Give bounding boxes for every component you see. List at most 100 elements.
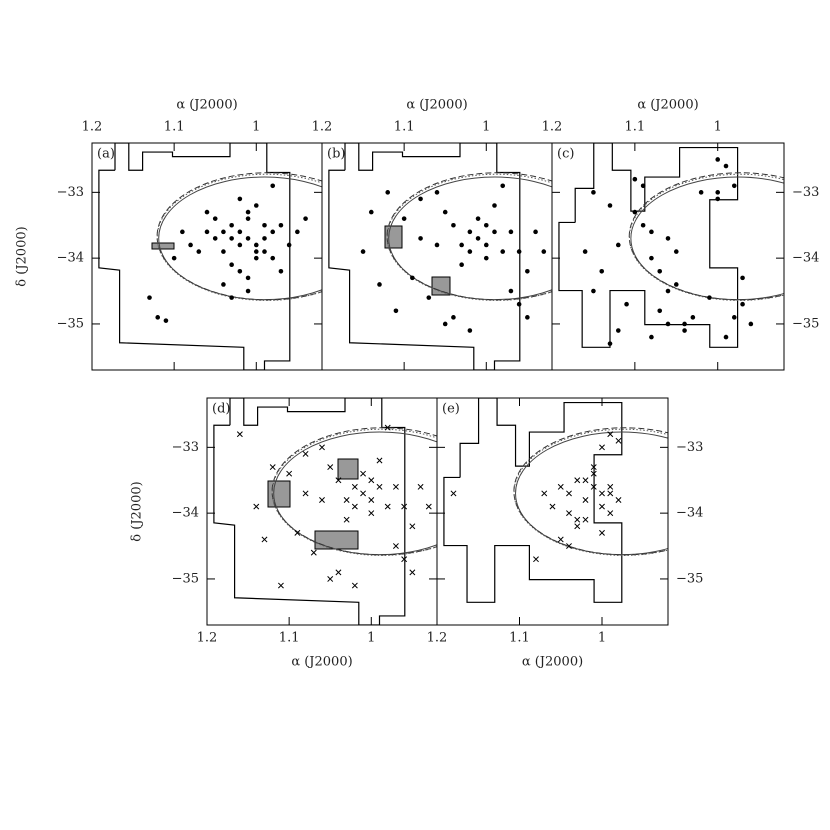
point [229, 295, 234, 300]
x-tick-label: 1 [598, 631, 606, 646]
point [649, 229, 654, 235]
point [155, 315, 161, 320]
x-tick-label: 1.1 [394, 120, 415, 135]
point [302, 490, 309, 497]
ellipse-dotted [271, 428, 437, 556]
point [682, 321, 687, 327]
point [566, 510, 572, 517]
point [533, 229, 538, 235]
point [615, 328, 621, 333]
point [649, 255, 654, 261]
point [196, 249, 202, 254]
point [310, 549, 317, 556]
point [245, 236, 251, 241]
x-tick-label: 1 [714, 120, 722, 135]
point [245, 275, 251, 281]
point [434, 242, 440, 248]
point [500, 249, 506, 254]
point [294, 529, 301, 536]
point [590, 483, 597, 490]
point [715, 190, 721, 195]
point [236, 431, 243, 438]
point [582, 249, 588, 254]
point [262, 249, 267, 254]
point [360, 249, 366, 254]
ellipse-dashed [513, 427, 668, 556]
point [278, 222, 284, 228]
point [229, 236, 234, 241]
point [591, 190, 596, 195]
y-tick-label: −34 [57, 251, 84, 266]
point [221, 229, 226, 235]
point [351, 582, 358, 589]
point [516, 301, 522, 307]
plot-area [328, 143, 552, 370]
point [483, 242, 489, 248]
masked-region [431, 276, 451, 296]
plot-area [213, 398, 437, 625]
point [574, 477, 581, 484]
point [451, 222, 456, 228]
point [204, 209, 210, 215]
point [368, 477, 375, 484]
point [607, 203, 613, 208]
point [549, 503, 556, 510]
point [262, 222, 267, 228]
masked-region [337, 458, 359, 480]
point [590, 470, 597, 477]
point [409, 523, 416, 530]
point [262, 236, 267, 241]
point [615, 497, 622, 503]
panel-label: (e) [442, 402, 460, 417]
survey-boundary [443, 398, 623, 603]
ellipse-solid [273, 431, 437, 556]
x-tick-label: 1.2 [197, 631, 218, 646]
point [410, 275, 415, 281]
point [599, 490, 605, 497]
point [204, 229, 210, 235]
ellipse-dashed [386, 172, 552, 301]
panel: (a) 1.2 1.1 1 α (J2000) −33 −34 −35 δ (J2000) [15, 98, 323, 371]
point [582, 477, 589, 484]
point [615, 437, 622, 444]
point [599, 529, 605, 536]
point [574, 516, 581, 523]
point [632, 176, 638, 182]
point [541, 249, 547, 254]
point [302, 450, 309, 457]
point [607, 431, 614, 438]
plot-area [443, 398, 668, 603]
point [277, 582, 284, 589]
point [574, 523, 581, 530]
masked-region [151, 242, 175, 250]
point [459, 262, 464, 268]
point [221, 282, 226, 287]
point [599, 444, 605, 451]
x-tick-label: 1.1 [164, 120, 185, 135]
point [475, 216, 481, 221]
x-axis-label: α (J2000) [291, 655, 352, 670]
point [384, 503, 391, 510]
point [467, 229, 473, 235]
point [270, 255, 276, 261]
point [525, 269, 530, 274]
point [582, 497, 589, 503]
ellipse-solid [630, 176, 784, 301]
point [417, 483, 424, 490]
panel-label: (c) [557, 147, 574, 162]
point [237, 269, 243, 274]
point [245, 209, 251, 215]
ellipse-solid [388, 176, 552, 301]
y-tick-label: −34 [676, 506, 703, 521]
point [451, 315, 456, 320]
point [707, 295, 712, 300]
point [360, 490, 367, 497]
plot-area [558, 143, 784, 348]
point [442, 321, 448, 327]
point [343, 497, 350, 503]
point [533, 556, 539, 563]
point [673, 249, 679, 254]
point [425, 503, 432, 510]
point [607, 510, 614, 517]
point [171, 255, 177, 261]
